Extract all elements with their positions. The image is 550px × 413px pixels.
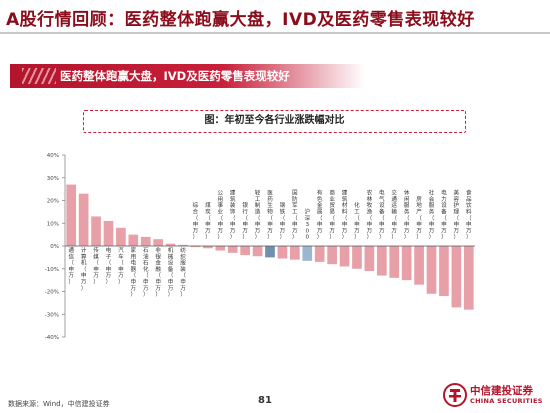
source-footnote: 数据来源：Wind，中信建投证券 (8, 400, 110, 408)
bar (178, 244, 188, 246)
x-tick-label: 汽车（申万） (118, 246, 124, 286)
x-tick-label: 化工（申万） (354, 201, 360, 241)
bar (78, 193, 89, 246)
bar (252, 246, 263, 257)
page-title: A股行情回顾：医药整体跑赢大盘，IVD及医药零售表现较好 (6, 10, 475, 30)
bar (401, 246, 412, 281)
x-tick-label: 轻工制造（申万） (255, 189, 261, 241)
page-number: 81 (258, 395, 272, 406)
y-tick-label: 20% (47, 199, 59, 205)
bar (314, 246, 325, 262)
x-tick-label: 石油石化（申万） (143, 247, 149, 298)
y-tick-label: -20% (45, 290, 59, 296)
bar (463, 246, 474, 310)
x-tick-label: 钢铁（申万） (280, 201, 286, 241)
y-tick-label: 10% (47, 221, 59, 227)
title-divider (0, 32, 550, 34)
x-tick-label: 非银金融（申万） (155, 246, 161, 298)
bar (352, 246, 362, 269)
bar (140, 236, 151, 246)
x-tick-label: 休闲服务（申万） (404, 189, 410, 241)
x-tick-label: 煤炭（申万） (205, 201, 211, 241)
x-tick-label: 美容护理（申万） (454, 189, 460, 241)
y-tick-label: 30% (47, 176, 59, 182)
x-tick-label: 银行（申万） (242, 201, 248, 241)
bar (128, 234, 139, 247)
bar-chart: 40% 30% 20% 10% 0% -10% -20% -30% -40% 通信（申万） 计算机（… (45, 153, 475, 341)
bar (203, 246, 213, 249)
x-tick-label: 医药生物（申万） (267, 190, 273, 241)
x-tick-label: 电力设备（申万） (441, 189, 447, 241)
bar (376, 246, 387, 276)
x-tick-label: 食品饮料（申万） (466, 189, 472, 241)
banner-stripes-decoration (22, 68, 56, 84)
y-tick-label: 40% (47, 153, 59, 159)
x-tick-label: 公用事业（申万） (217, 191, 223, 241)
bar (277, 246, 288, 259)
bar (240, 246, 250, 256)
x-tick-label: 建筑材料（申万） (342, 189, 348, 241)
x-tick-label: 机械设备（申万） (168, 246, 174, 298)
x-tick-label: 纺织服装（申万） (180, 246, 186, 298)
bar (190, 246, 201, 248)
bar (302, 246, 313, 261)
x-tick-label: 建筑装饰（申万） (230, 189, 236, 241)
bar (290, 246, 300, 260)
x-tick-label: 房地产（申万） (416, 195, 422, 241)
x-tick-label: 国防军工（申万） (292, 190, 298, 241)
x-tick-label: 传媒（申万） (93, 246, 99, 286)
logo-name-cn: 中信建投证券 (470, 385, 533, 397)
x-tick-label: 交通运输（申万） (391, 189, 397, 241)
y-tick-label: -40% (45, 335, 59, 341)
bar (439, 246, 449, 297)
bar (215, 246, 226, 251)
bar (414, 246, 424, 285)
x-tick-label: 商业贸易（申万） (329, 189, 335, 241)
x-tick-label: 社会服务（申万） (429, 189, 435, 241)
y-tick-label: 0% (50, 244, 59, 250)
y-tick-label: -10% (45, 267, 59, 273)
x-tick-label: 计算机（申万） (81, 246, 87, 292)
bar (116, 227, 126, 246)
bar (165, 243, 176, 246)
x-tick-label: 电气设备（申万） (379, 189, 385, 241)
x-tick-label: 通信（申万） (68, 246, 74, 286)
bar (103, 220, 114, 246)
bar (339, 246, 350, 267)
bar (227, 246, 238, 253)
banner-text: 医药整体跑赢大盘，IVD及医药零售表现较好 (60, 69, 290, 83)
bar (153, 239, 164, 246)
x-tick-label: 家用电器（申万） (131, 246, 137, 298)
section-banner: 医药整体跑赢大盘，IVD及医药零售表现较好 (10, 64, 365, 88)
y-tick-label: -30% (45, 312, 59, 318)
bar (389, 246, 400, 278)
bar (426, 246, 437, 294)
logo-emblem-icon (443, 383, 467, 407)
x-tick-label: 有色金属（申万） (317, 189, 323, 241)
bar (91, 216, 101, 246)
bar (265, 246, 275, 258)
chart-title: 图：年初至今各行业涨跌幅对比 (83, 110, 466, 133)
bar (66, 184, 77, 246)
x-tick-label: 电子（申万） (106, 246, 112, 286)
bar (451, 246, 462, 308)
company-logo: 中信建投证券 CHINA SECURITIES (443, 380, 548, 410)
logo-name-en: CHINA SECURITIES (470, 397, 543, 405)
x-tick-label: 农林牧渔（申万） (367, 189, 373, 241)
x-tick-label: 综合（申万） (193, 201, 199, 241)
bar (364, 246, 375, 272)
bar (327, 246, 337, 265)
x-tick-label: 沪深 3 0 0 (304, 208, 310, 241)
